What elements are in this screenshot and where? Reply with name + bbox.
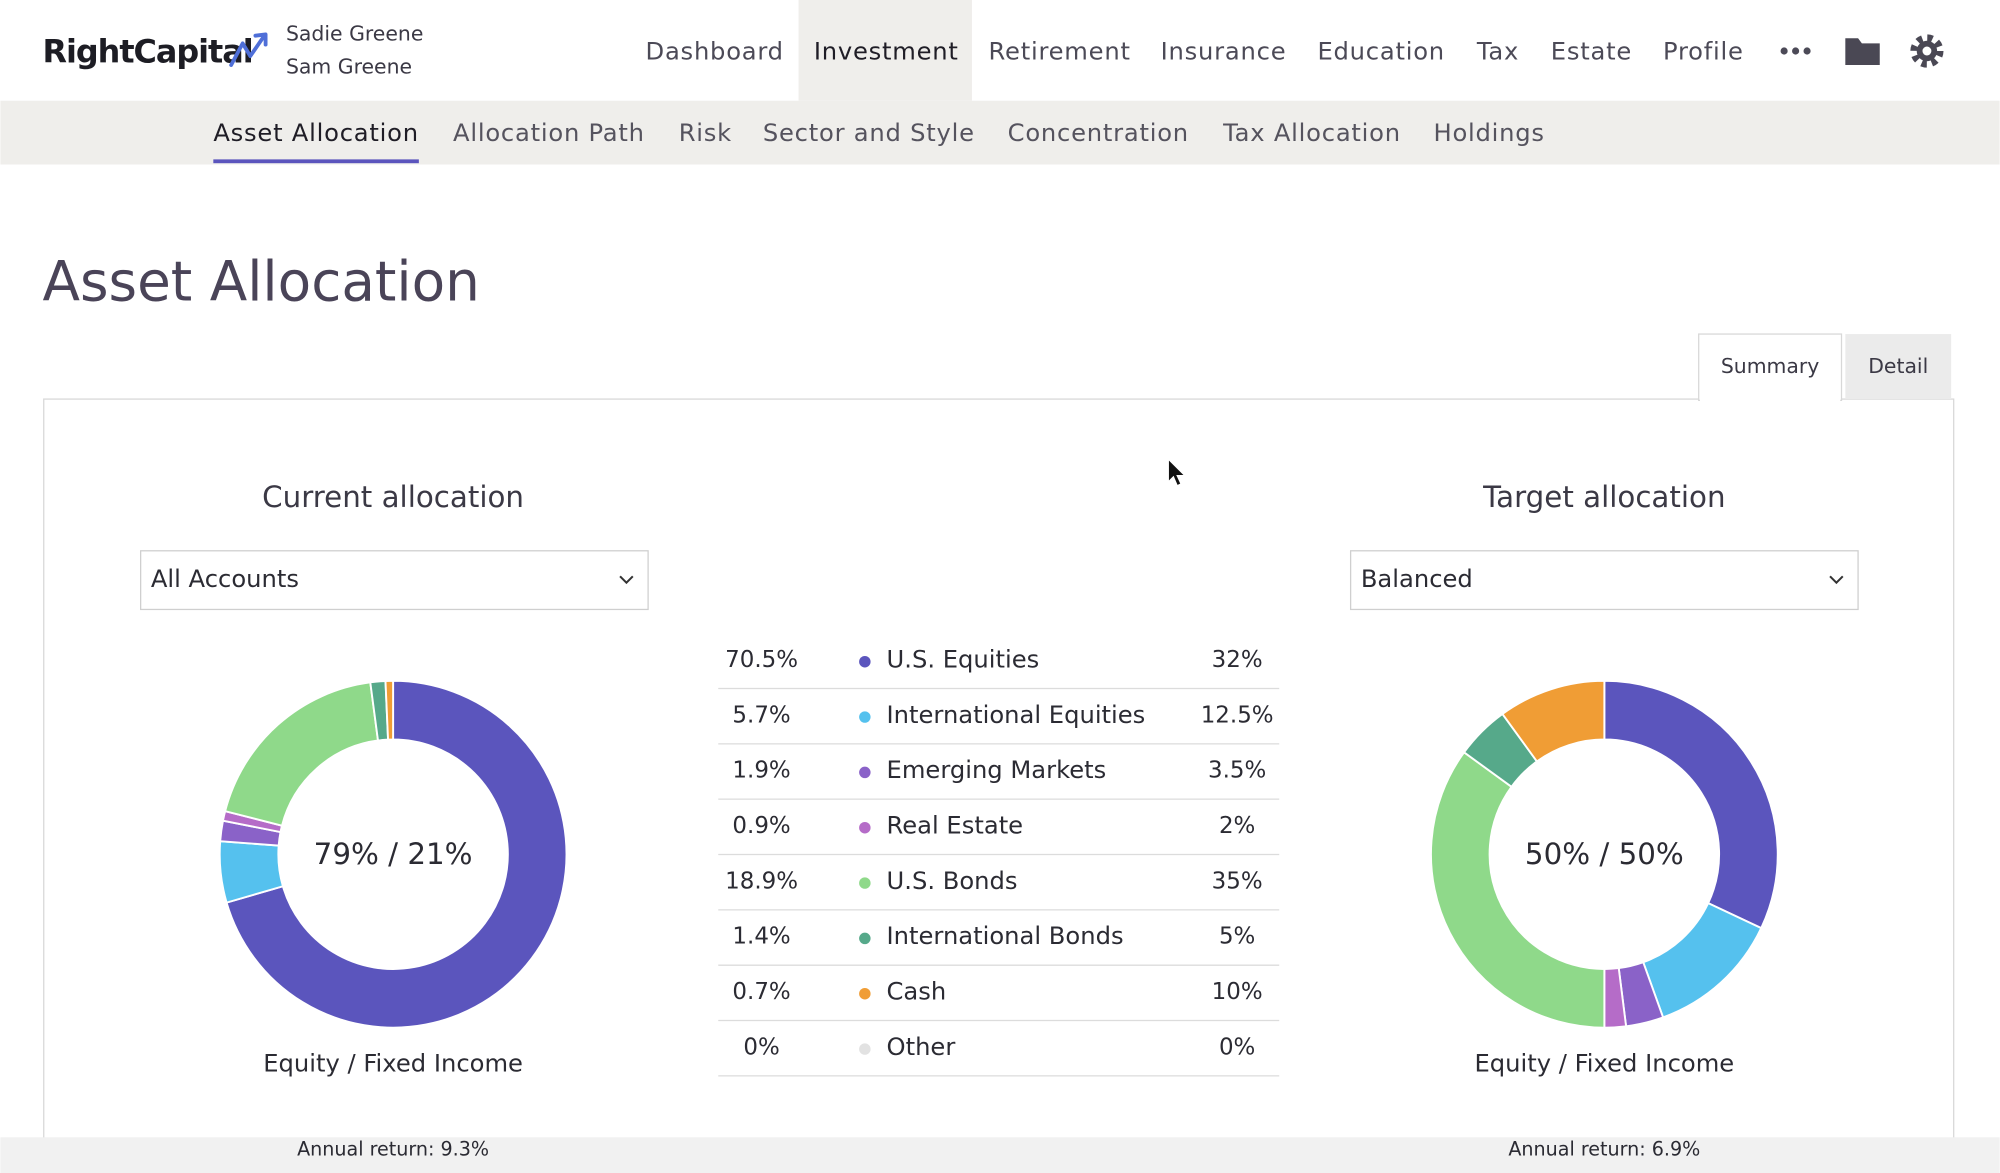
current-value: 5.7% — [732, 702, 790, 728]
tab-label[interactable]: Detail — [1868, 354, 1928, 378]
nav-item[interactable]: Dashboard — [646, 37, 784, 65]
chevron — [1829, 575, 1844, 585]
nav-item[interactable]: Insurance — [1161, 37, 1287, 65]
current-value: 70.5% — [725, 647, 798, 673]
allocation-table: 70.5% U.S. Equities 32% 5.7% International E… — [718, 645, 1280, 1077]
asset-class: U.S. Bonds — [887, 867, 1018, 895]
user-name: Sam Greene — [286, 55, 412, 79]
donut — [218, 679, 568, 1029]
cursor — [1167, 457, 1187, 487]
donut-segment — [384, 679, 395, 741]
target-value: 32% — [1212, 647, 1263, 673]
subnav-item[interactable]: Risk — [679, 119, 732, 147]
tab[interactable] — [1845, 334, 1952, 400]
folder-icon[interactable] — [1845, 38, 1880, 66]
donut-center-label: 50% / 50% — [1525, 837, 1684, 871]
chevron — [619, 575, 634, 585]
tabs: Summary Detail — [1698, 333, 1952, 402]
asset-class: International Equities — [887, 701, 1146, 729]
bottom-bar — [0, 1137, 2000, 1173]
legend-dot — [859, 655, 871, 668]
donut-segment — [1429, 750, 1606, 1029]
tab-label[interactable]: Summary — [1721, 354, 1820, 378]
subnav-bar — [0, 100, 2000, 165]
panel — [43, 398, 1955, 1173]
target-value: 2% — [1219, 813, 1255, 839]
settings-icon[interactable] — [1910, 34, 1944, 68]
model-select[interactable] — [1349, 550, 1859, 611]
asset-class: Cash — [887, 977, 947, 1005]
asset-class: Real Estate — [887, 811, 1024, 839]
current-value: 0.9% — [732, 813, 790, 839]
nav-active-bg — [798, 0, 972, 101]
nav-item[interactable]: Estate — [1551, 37, 1632, 65]
donut-caption: Equity / Fixed Income — [1474, 1050, 1734, 1078]
current-value: 18.9% — [725, 868, 798, 894]
account-select[interactable] — [140, 550, 649, 611]
section-title: Current allocation — [262, 480, 524, 514]
target-value: 12.5% — [1201, 702, 1274, 728]
donut-segment — [1603, 679, 1779, 930]
brand[interactable]: RightCapital — [42, 33, 253, 71]
target-value: 3.5% — [1208, 758, 1266, 784]
select-value: Balanced — [1361, 565, 1473, 593]
nav-item[interactable]: Education — [1317, 37, 1444, 65]
more-icon[interactable] — [1780, 47, 1811, 55]
subnav-item[interactable]: Holdings — [1434, 119, 1545, 147]
nav-item[interactable]: Retirement — [989, 37, 1131, 65]
annual-return: Annual return: 9.3% — [297, 1138, 489, 1161]
legend-dot — [859, 766, 871, 779]
target-value: 5% — [1219, 924, 1255, 950]
select-value: All Accounts — [151, 565, 299, 593]
nav-item[interactable]: Profile — [1663, 37, 1744, 65]
subnav-item[interactable]: Concentration — [1008, 119, 1189, 147]
current-value: 1.4% — [732, 924, 790, 950]
asset-class: Emerging Markets — [887, 756, 1107, 784]
page-title: Asset Allocation — [42, 250, 479, 314]
legend-dot — [859, 987, 871, 1000]
legend-dot — [859, 877, 871, 889]
subnav-item[interactable]: Sector and Style — [763, 119, 975, 147]
annual-return: Annual return: 6.9% — [1508, 1138, 1700, 1161]
asset-class: U.S. Equities — [887, 645, 1040, 673]
donut-center-label: 79% / 21% — [314, 837, 473, 871]
section-title: Target allocation — [1482, 480, 1725, 514]
user-name: Sadie Greene — [286, 21, 423, 45]
nav-item[interactable]: Investment — [814, 37, 959, 65]
subnav-item[interactable]: Asset Allocation — [213, 119, 419, 147]
main-nav: Dashboard Investment Retirement Insurance Ed… — [646, 0, 1744, 101]
donut-segment — [225, 679, 568, 1029]
target-value: 35% — [1212, 868, 1263, 894]
sub-nav: Asset Allocation Allocation Path Risk Secto… — [213, 119, 1545, 164]
legend-dot — [859, 932, 871, 945]
brand-logo — [229, 32, 268, 67]
legend-dot — [859, 711, 871, 723]
donut-caption: Equity / Fixed Income — [263, 1050, 523, 1078]
legend-dot — [859, 821, 871, 834]
donut — [1429, 679, 1779, 1029]
legend-dot — [859, 1043, 871, 1055]
subnav-item[interactable]: Tax Allocation — [1222, 119, 1401, 147]
current-value: 0.7% — [732, 979, 790, 1005]
donut-segment — [1501, 679, 1606, 763]
nav-item[interactable]: Tax — [1476, 37, 1519, 65]
asset-class: International Bonds — [887, 922, 1124, 950]
asset-class: Other — [887, 1033, 956, 1061]
tab[interactable] — [1698, 333, 1843, 401]
current-value: 0% — [743, 1034, 779, 1060]
subnav-underline — [213, 159, 419, 164]
tab-join — [1699, 397, 1841, 402]
target-value: 10% — [1212, 979, 1263, 1005]
subnav-item[interactable]: Allocation Path — [453, 119, 645, 147]
target-value: 0% — [1219, 1034, 1255, 1060]
current-value: 1.9% — [732, 758, 790, 784]
